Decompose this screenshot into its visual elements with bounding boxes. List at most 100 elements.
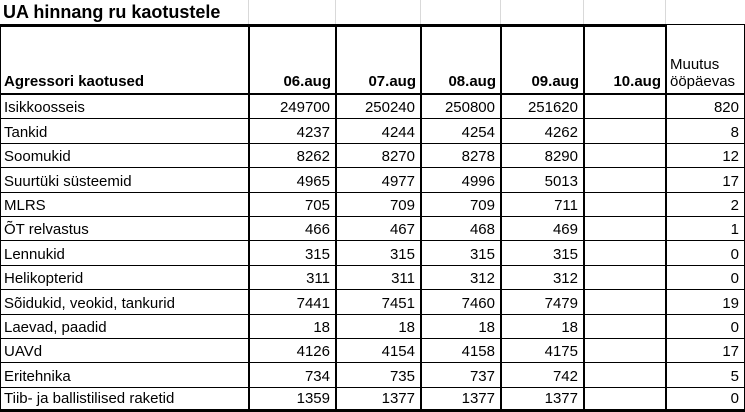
change-value-cell[interactable]: 17 xyxy=(665,338,745,364)
value-cell[interactable] xyxy=(583,168,665,193)
value-cell[interactable]: 4126 xyxy=(248,338,335,364)
row-label-cell[interactable]: Laevad, paadid xyxy=(0,314,248,339)
row-label-cell[interactable]: Soomukid xyxy=(0,143,248,169)
header-cell-date-3[interactable]: 08.aug xyxy=(420,24,500,95)
value-cell[interactable]: 735 xyxy=(335,363,420,388)
value-cell[interactable]: 7460 xyxy=(420,290,500,315)
row-label-cell[interactable]: Tankid xyxy=(0,119,248,144)
header-cell-date-4[interactable]: 09.aug xyxy=(500,24,583,95)
empty-cell[interactable] xyxy=(335,0,420,24)
value-cell[interactable]: 7441 xyxy=(248,290,335,315)
value-cell[interactable]: 469 xyxy=(500,216,583,242)
change-value-cell[interactable]: 0 xyxy=(665,387,745,412)
row-label-cell[interactable]: Tiib- ja ballistilised raketid xyxy=(0,387,248,412)
header-cell-date-2[interactable]: 07.aug xyxy=(335,24,420,95)
value-cell[interactable] xyxy=(583,192,665,217)
value-cell[interactable]: 1359 xyxy=(248,387,335,412)
value-cell[interactable]: 4158 xyxy=(420,338,500,364)
row-label-cell[interactable]: Eritehnika xyxy=(0,363,248,388)
value-cell[interactable]: 737 xyxy=(420,363,500,388)
value-cell[interactable] xyxy=(583,95,665,120)
value-cell[interactable]: 709 xyxy=(420,192,500,217)
change-value-cell[interactable]: 0 xyxy=(665,241,745,266)
change-value-cell[interactable]: 820 xyxy=(665,95,745,120)
value-cell[interactable]: 468 xyxy=(420,216,500,242)
row-label-cell[interactable]: ÕT relvastus xyxy=(0,216,248,242)
value-cell[interactable]: 742 xyxy=(500,363,583,388)
value-cell[interactable]: 4254 xyxy=(420,119,500,144)
value-cell[interactable] xyxy=(583,241,665,266)
value-cell[interactable] xyxy=(583,363,665,388)
value-cell[interactable] xyxy=(583,387,665,412)
value-cell[interactable]: 466 xyxy=(248,216,335,242)
change-value-cell[interactable]: 17 xyxy=(665,168,745,193)
value-cell[interactable] xyxy=(583,290,665,315)
row-label-cell[interactable]: MLRS xyxy=(0,192,248,217)
empty-cell[interactable] xyxy=(248,0,335,24)
header-cell-row-label[interactable]: Agressori kaotused xyxy=(0,24,248,95)
change-value-cell[interactable]: 5 xyxy=(665,363,745,388)
value-cell[interactable]: 7479 xyxy=(500,290,583,315)
value-cell[interactable]: 5013 xyxy=(500,168,583,193)
value-cell[interactable]: 734 xyxy=(248,363,335,388)
header-cell-date-5[interactable]: 10.aug xyxy=(583,24,665,95)
value-cell[interactable]: 315 xyxy=(248,241,335,266)
empty-cell[interactable] xyxy=(420,0,500,24)
value-cell[interactable]: 709 xyxy=(335,192,420,217)
value-cell[interactable]: 311 xyxy=(248,265,335,291)
value-cell[interactable]: 4965 xyxy=(248,168,335,193)
value-cell[interactable]: 249700 xyxy=(248,95,335,120)
change-value-cell[interactable]: 0 xyxy=(665,265,745,291)
value-cell[interactable]: 251620 xyxy=(500,95,583,120)
value-cell[interactable]: 4237 xyxy=(248,119,335,144)
value-cell[interactable]: 4244 xyxy=(335,119,420,144)
header-cell-change[interactable]: Muutus ööpäevas xyxy=(665,24,745,95)
value-cell[interactable]: 7451 xyxy=(335,290,420,315)
value-cell[interactable] xyxy=(583,216,665,242)
value-cell[interactable]: 18 xyxy=(500,314,583,339)
change-value-cell[interactable]: 0 xyxy=(665,314,745,339)
header-cell-date-1[interactable]: 06.aug xyxy=(248,24,335,95)
value-cell[interactable]: 4175 xyxy=(500,338,583,364)
value-cell[interactable]: 18 xyxy=(248,314,335,339)
value-cell[interactable]: 312 xyxy=(500,265,583,291)
value-cell[interactable]: 4996 xyxy=(420,168,500,193)
value-cell[interactable] xyxy=(583,265,665,291)
value-cell[interactable]: 711 xyxy=(500,192,583,217)
value-cell[interactable]: 311 xyxy=(335,265,420,291)
value-cell[interactable]: 312 xyxy=(420,265,500,291)
value-cell[interactable]: 250240 xyxy=(335,95,420,120)
value-cell[interactable]: 1377 xyxy=(500,387,583,412)
row-label-cell[interactable]: UAVd xyxy=(0,338,248,364)
value-cell[interactable]: 8290 xyxy=(500,143,583,169)
value-cell[interactable]: 4154 xyxy=(335,338,420,364)
row-label-cell[interactable]: Sõidukid, veokid, tankurid xyxy=(0,290,248,315)
row-label-cell[interactable]: Isikkoosseis xyxy=(0,95,248,120)
value-cell[interactable]: 315 xyxy=(420,241,500,266)
value-cell[interactable]: 8262 xyxy=(248,143,335,169)
value-cell[interactable]: 1377 xyxy=(420,387,500,412)
value-cell[interactable]: 4977 xyxy=(335,168,420,193)
change-value-cell[interactable]: 12 xyxy=(665,143,745,169)
value-cell[interactable]: 1377 xyxy=(335,387,420,412)
value-cell[interactable]: 250800 xyxy=(420,95,500,120)
change-value-cell[interactable]: 1 xyxy=(665,216,745,242)
value-cell[interactable]: 18 xyxy=(335,314,420,339)
value-cell[interactable]: 315 xyxy=(335,241,420,266)
change-value-cell[interactable]: 19 xyxy=(665,290,745,315)
empty-cell[interactable] xyxy=(665,0,745,24)
value-cell[interactable]: 18 xyxy=(420,314,500,339)
value-cell[interactable]: 8278 xyxy=(420,143,500,169)
row-label-cell[interactable]: Suurtüki süsteemid xyxy=(0,168,248,193)
row-label-cell[interactable]: Lennukid xyxy=(0,241,248,266)
empty-cell[interactable] xyxy=(583,0,665,24)
value-cell[interactable]: 467 xyxy=(335,216,420,242)
empty-cell[interactable] xyxy=(500,0,583,24)
value-cell[interactable] xyxy=(583,143,665,169)
value-cell[interactable]: 705 xyxy=(248,192,335,217)
change-value-cell[interactable]: 8 xyxy=(665,119,745,144)
value-cell[interactable]: 8270 xyxy=(335,143,420,169)
value-cell[interactable] xyxy=(583,338,665,364)
row-label-cell[interactable]: Helikopterid xyxy=(0,265,248,291)
value-cell[interactable] xyxy=(583,314,665,339)
